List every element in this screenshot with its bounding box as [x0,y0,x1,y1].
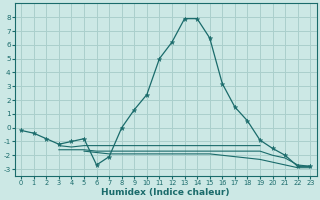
X-axis label: Humidex (Indice chaleur): Humidex (Indice chaleur) [101,188,230,197]
